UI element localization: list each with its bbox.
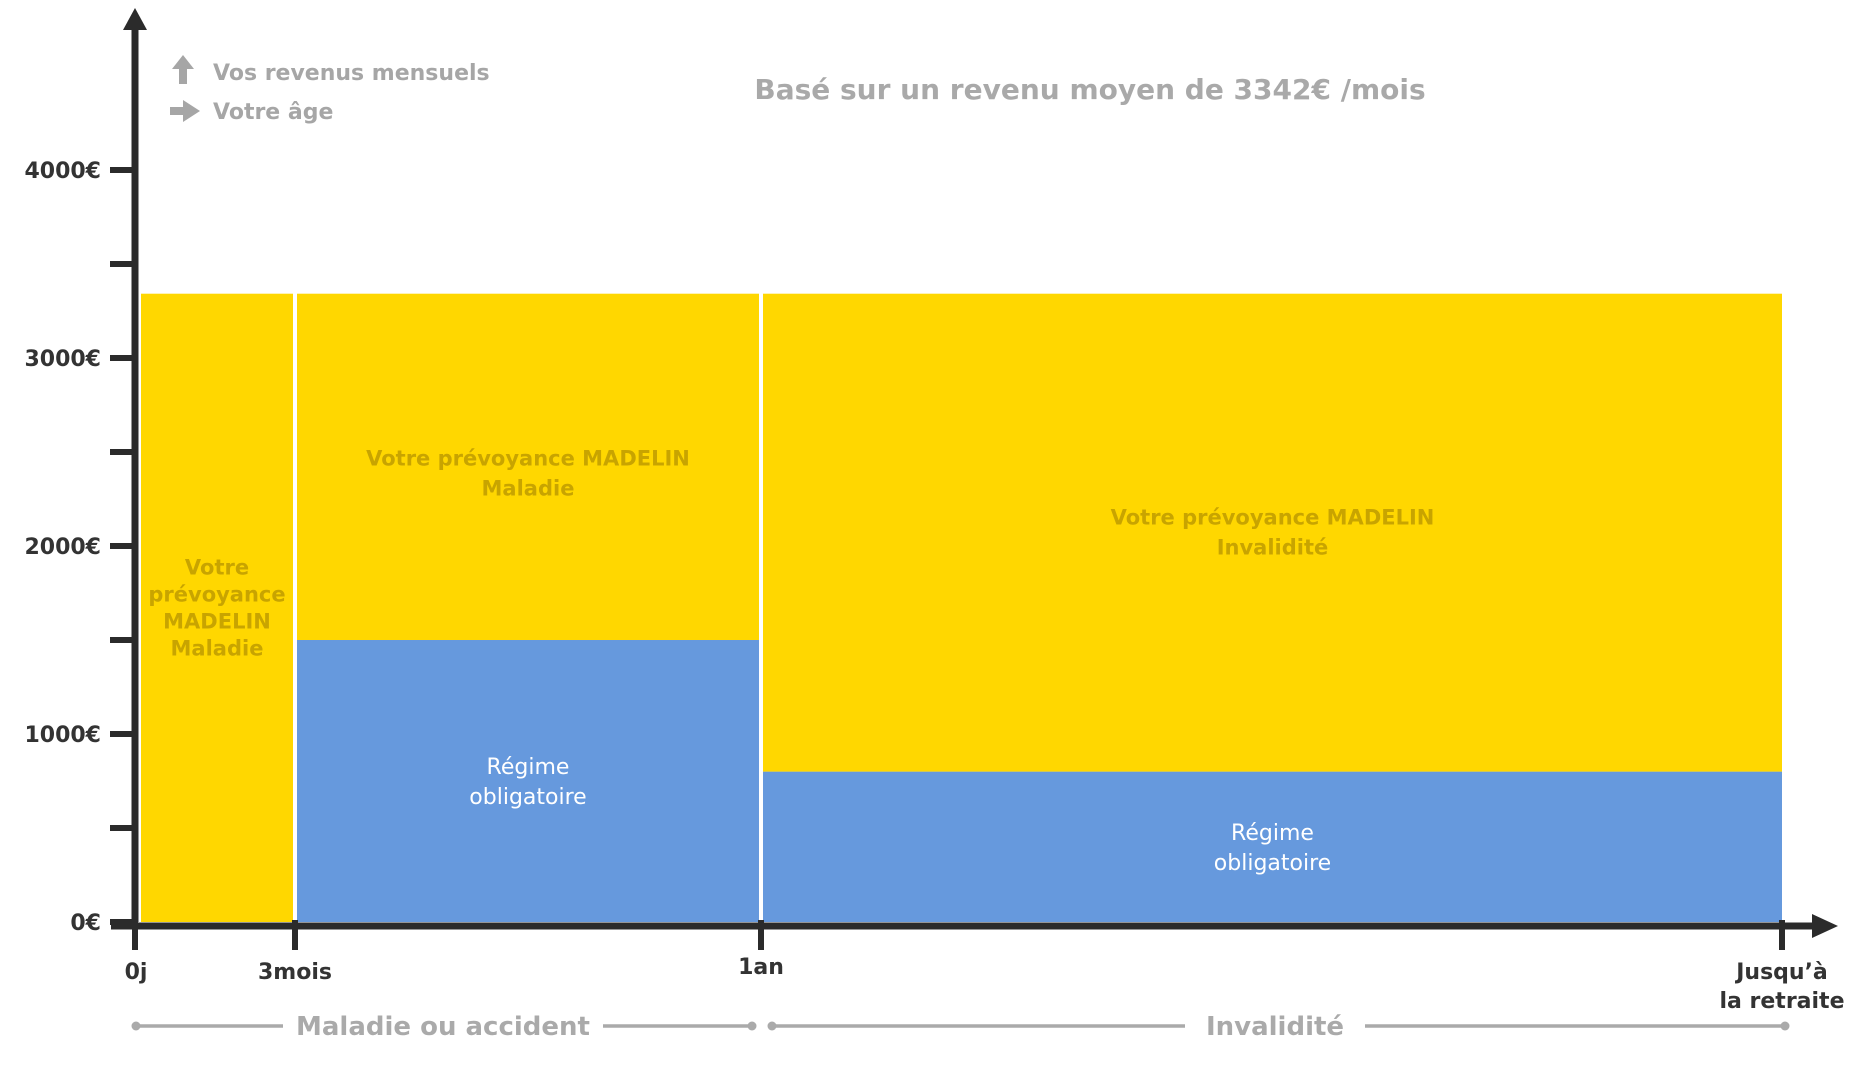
phase-label-sickness: Maladie ou accident xyxy=(296,1012,590,1042)
y-tick-label: 0€ xyxy=(70,911,101,936)
x-tick-label: 3mois xyxy=(258,960,332,985)
prevoyance-label-line: Invalidité xyxy=(1217,536,1329,560)
y-tick-label: 1000€ xyxy=(24,723,101,748)
x-tick-label-line: la retraite xyxy=(1719,989,1844,1014)
prevoyance-label-1: Votre prévoyance MADELIN Maladie xyxy=(366,447,690,501)
legend-layer: Vos revenus mensuels Votre âge xyxy=(170,55,490,125)
regime-label-line: obligatoire xyxy=(1214,851,1331,876)
regime-label-line: Régime xyxy=(1231,821,1314,846)
y-tick-label: 2000€ xyxy=(24,535,101,560)
phase-layer: Maladie ou accident Invalidité xyxy=(131,1012,1790,1042)
bar-regime-obligatoire-2 xyxy=(763,771,1782,922)
regime-label-2: Régime obligatoire xyxy=(1214,821,1331,876)
chart-subtitle: Basé sur un revenu moyen de 3342€ /mois xyxy=(754,73,1425,106)
up-arrow-icon xyxy=(172,55,194,84)
bar-prevoyance-2 xyxy=(763,293,1782,772)
prevoyance-label-2: Votre prévoyance MADELIN Invalidité xyxy=(1111,506,1435,560)
right-arrow-icon xyxy=(170,100,200,122)
bar-prevoyance-0 xyxy=(141,293,293,923)
bar-prevoyance-1 xyxy=(297,293,759,640)
prevoyance-label-line: Maladie xyxy=(171,636,264,660)
prevoyance-label-line: Votre prévoyance MADELIN xyxy=(366,447,690,471)
y-axis-arrow-icon xyxy=(123,8,147,30)
prevoyance-label-0: Votre prévoyance MADELIN Maladie xyxy=(148,555,285,660)
y-tick-label: 3000€ xyxy=(24,347,101,372)
prevoyance-label-line: Maladie xyxy=(482,477,575,501)
y-tick-label: 4000€ xyxy=(24,159,101,184)
prevoyance-label-line: Votre prévoyance MADELIN xyxy=(1111,506,1435,530)
regime-label-line: Régime xyxy=(487,755,570,780)
x-axis-arrow-icon xyxy=(1812,914,1838,938)
prevoyance-label-line: prévoyance xyxy=(148,582,285,606)
legend-income-label: Vos revenus mensuels xyxy=(213,61,490,86)
regime-label-1: Régime obligatoire xyxy=(469,755,586,810)
x-tick-label-line: Jusqu’à xyxy=(1734,960,1828,985)
prevoyance-label-line: Votre xyxy=(185,555,249,579)
x-tick-label: Jusqu’à la retraite xyxy=(1719,960,1844,1014)
legend-age-label: Votre âge xyxy=(213,100,333,125)
x-tick-label: 1an xyxy=(738,955,784,980)
axes-layer: 0€ 1000€ 2000€ 3000€ 4000€ 0j 3mois 1an Jusqu’à l… xyxy=(24,8,1845,1014)
regime-label-line: obligatoire xyxy=(469,785,586,810)
bar-regime-obligatoire-1 xyxy=(297,640,759,922)
x-tick-label: 0j xyxy=(125,960,148,985)
phase-label-disability: Invalidité xyxy=(1206,1012,1344,1042)
prevoyance-label-line: MADELIN xyxy=(163,609,271,633)
bars-layer xyxy=(141,293,1782,923)
